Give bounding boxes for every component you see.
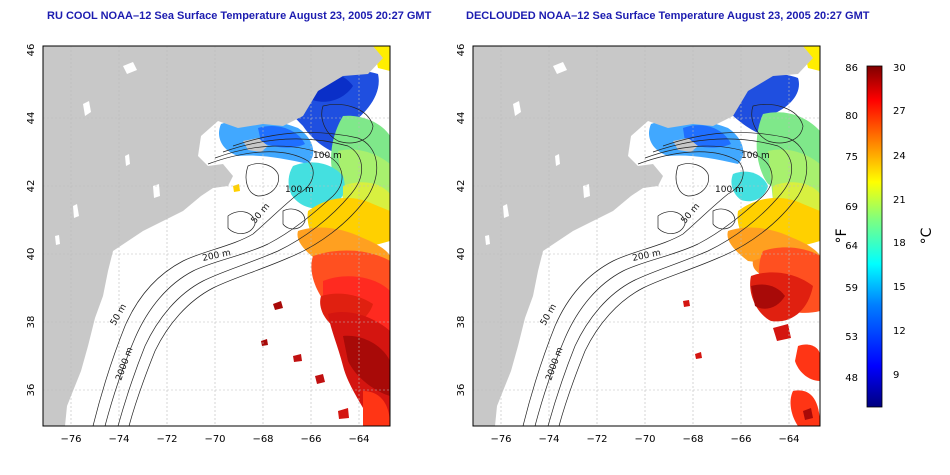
lon-tick-label: −74 (108, 434, 129, 445)
left-map-panel: 100 m 100 m 50 m 200 m 50 m 2000 m (42, 45, 391, 427)
lat-tick-label: 38 (456, 316, 467, 329)
left-lat-axis: 36 38 40 42 44 46 (26, 44, 37, 397)
lat-tick-label: 46 (456, 44, 467, 57)
celsius-tick: 9 (893, 370, 899, 381)
lon-tick-label: −68 (682, 434, 703, 445)
celsius-tick: 15 (893, 282, 906, 293)
lat-tick-label: 36 (456, 384, 467, 397)
celsius-tick: 30 (893, 63, 906, 74)
fahrenheit-tick: 59 (845, 283, 858, 294)
left-sst-field (218, 46, 390, 426)
lat-tick-label: 36 (26, 384, 37, 397)
fahrenheit-tick: 86 (845, 63, 858, 74)
lon-tick-label: −76 (60, 434, 81, 445)
lat-tick-label: 38 (26, 316, 37, 329)
lon-tick-label: −72 (156, 434, 177, 445)
celsius-unit-label: °C (919, 227, 935, 244)
celsius-tick: 21 (893, 195, 906, 206)
fahrenheit-tick: 53 (845, 332, 858, 343)
fahrenheit-tick: 69 (845, 202, 858, 213)
contour-label-100m: 100 m (715, 185, 744, 195)
contour-label-100m: 100 m (285, 185, 314, 195)
lon-tick-label: −66 (300, 434, 321, 445)
lon-tick-label: −70 (634, 434, 655, 445)
right-lat-axis: 36 38 40 42 44 46 (456, 44, 467, 397)
lon-tick-label: −68 (252, 434, 273, 445)
fahrenheit-unit-label: °F (834, 228, 850, 243)
left-lon-axis: −76 −74 −72 −70 −68 −66 −64 (60, 434, 369, 445)
fahrenheit-tick: 48 (845, 373, 858, 384)
celsius-tick: 12 (893, 326, 906, 337)
fahrenheit-tick: 64 (845, 241, 858, 252)
right-map-title: DECLOUDED NOAA–12 Sea Surface Temperatur… (466, 10, 870, 22)
lon-tick-label: −66 (730, 434, 751, 445)
celsius-tick: 24 (893, 151, 906, 162)
left-map-title: RU COOL NOAA–12 Sea Surface Temperature … (47, 10, 432, 22)
lon-tick-label: −76 (490, 434, 511, 445)
lat-tick-label: 40 (26, 248, 37, 261)
fahrenheit-tick: 80 (845, 111, 858, 122)
fahrenheit-scale: 86 80 75 69 64 59 53 48 (845, 63, 858, 384)
lon-tick-label: −64 (348, 434, 369, 445)
lat-tick-label: 44 (26, 112, 37, 125)
lat-tick-label: 42 (26, 180, 37, 193)
lon-tick-label: −64 (778, 434, 799, 445)
lon-tick-label: −70 (204, 434, 225, 445)
lon-tick-label: −72 (586, 434, 607, 445)
lat-tick-label: 44 (456, 112, 467, 125)
fahrenheit-tick: 75 (845, 152, 858, 163)
right-sst-field (648, 46, 820, 426)
lon-tick-label: −74 (538, 434, 559, 445)
right-lon-axis: −76 −74 −72 −70 −68 −66 −64 (490, 434, 799, 445)
celsius-tick: 18 (893, 238, 906, 249)
lat-tick-label: 46 (26, 44, 37, 57)
celsius-tick: 27 (893, 106, 906, 117)
contour-label-100m: 100 m (313, 151, 342, 161)
right-map-panel: 100 m 100 m 50 m 200 m 50 m 2000 m (472, 45, 821, 427)
colorbar: 86 80 75 69 64 59 53 48 30 27 24 21 18 1… (834, 63, 935, 408)
lat-tick-label: 40 (456, 248, 467, 261)
lat-tick-label: 42 (456, 180, 467, 193)
colorbar-gradient (866, 65, 883, 408)
contour-label-100m: 100 m (741, 151, 770, 161)
celsius-scale: 30 27 24 21 18 15 12 9 (893, 63, 906, 381)
